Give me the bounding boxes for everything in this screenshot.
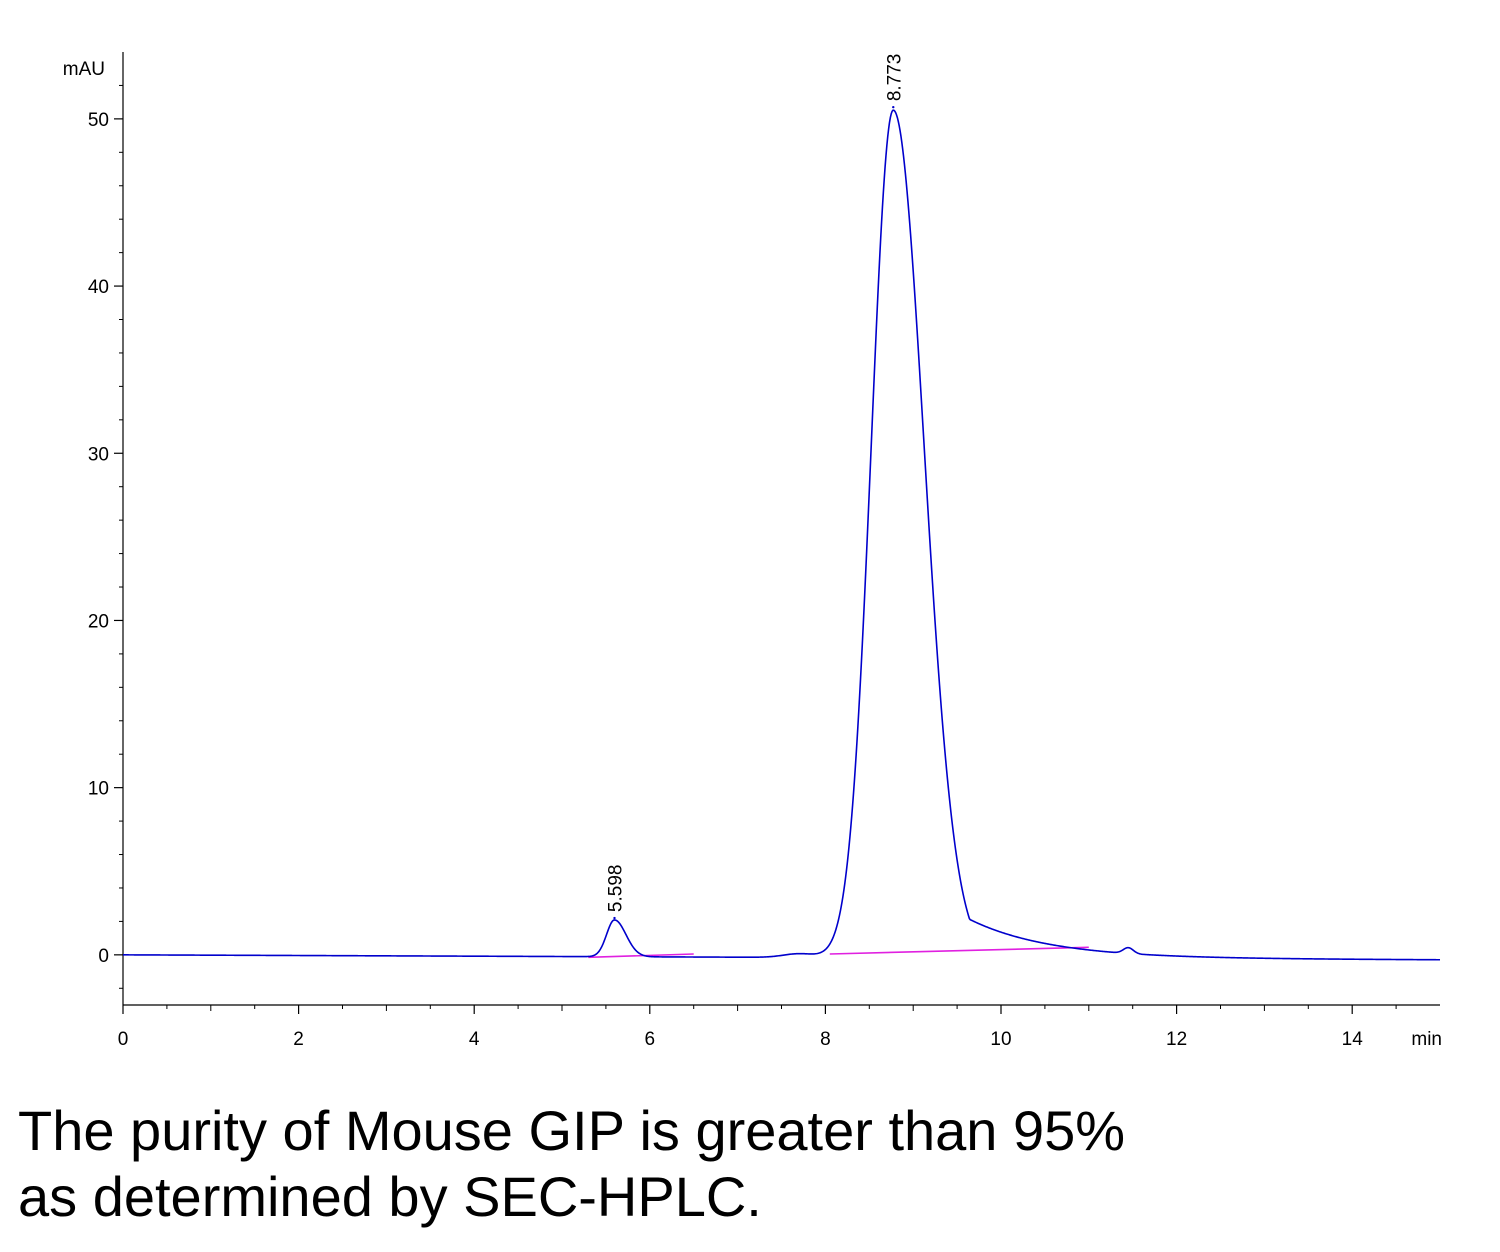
- y-tick-label: 10: [88, 779, 109, 800]
- caption-line-2: as determined by SEC-HPLC.: [18, 1165, 762, 1228]
- peak-label: 5.598: [606, 865, 627, 913]
- x-tick-label: 14: [1342, 1029, 1364, 1050]
- y-axis-unit-label: mAU: [63, 59, 105, 80]
- peak-label: 8.773: [884, 54, 905, 102]
- y-tick-label: 30: [88, 444, 109, 465]
- x-tick-label: 0: [118, 1029, 129, 1050]
- integration-baselines: [588, 946, 1089, 959]
- chromatogram-trace: [122, 109, 1441, 961]
- axes: 0 10 20 30 40 50 mAU 0 2 4 6 8 10 12 14 min: [63, 52, 1442, 1050]
- x-tick-label: 2: [293, 1029, 304, 1050]
- y-tick-label: 50: [88, 110, 109, 131]
- x-tick-label: 10: [990, 1029, 1011, 1050]
- y-tick-label: 0: [98, 946, 109, 967]
- integration-baseline: [588, 953, 694, 959]
- chromatogram-chart: 0 10 20 30 40 50 mAU 0 2 4 6 8 10 12 14 min 5.598 8.773: [63, 52, 1442, 1050]
- peak-labels: 5.598 8.773: [606, 54, 906, 912]
- peak-apex-point: [613, 916, 616, 920]
- integration-baseline: [829, 946, 1089, 955]
- x-tick-label: 6: [645, 1029, 656, 1050]
- x-tick-label: 8: [820, 1029, 831, 1050]
- x-tick-label: 12: [1166, 1029, 1187, 1050]
- x-axis-unit-label: min: [1411, 1029, 1442, 1050]
- caption-line-1: The purity of Mouse GIP is greater than …: [18, 1099, 1126, 1162]
- peak-apex-point: [892, 105, 895, 109]
- y-tick-label: 40: [88, 277, 109, 298]
- y-tick-label: 20: [88, 611, 109, 632]
- caption: The purity of Mouse GIP is greater than …: [18, 1098, 1478, 1230]
- x-tick-label: 4: [469, 1029, 480, 1050]
- trace-layer: [122, 105, 1441, 961]
